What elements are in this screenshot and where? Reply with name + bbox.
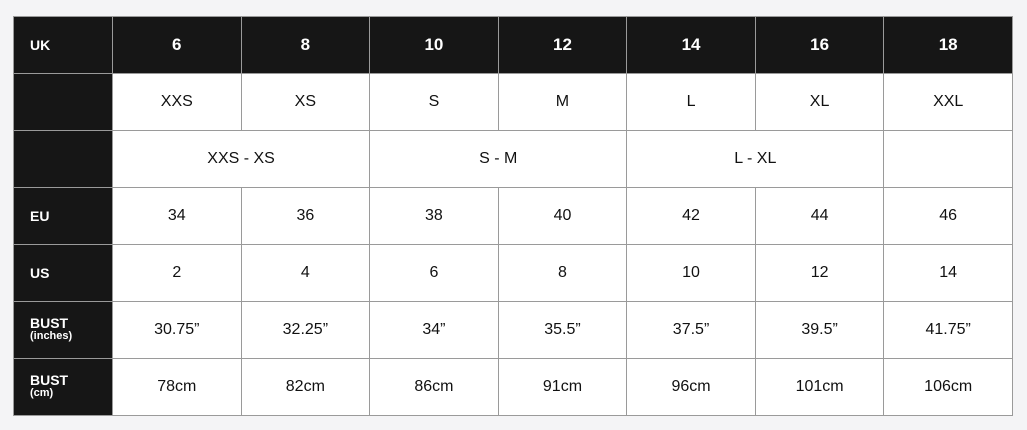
- size-heading: 18: [883, 16, 1013, 74]
- row-label: [13, 130, 113, 188]
- size-cell: 36: [240, 187, 371, 245]
- size-heading: 6: [112, 16, 242, 74]
- size-cell: L - XL: [626, 130, 885, 188]
- size-cell: 46: [883, 187, 1013, 245]
- label-text: BUST: [30, 372, 69, 388]
- size-heading: 16: [754, 16, 885, 74]
- row-label: BUST (inches): [13, 301, 113, 359]
- size-cell: 34: [112, 187, 242, 245]
- size-heading: 8: [240, 16, 371, 74]
- size-cell: 32.25”: [240, 301, 371, 359]
- size-cell: 37.5”: [626, 301, 756, 359]
- header-row: UK 6 8 10 12 14 16 18: [13, 16, 1013, 74]
- size-cell: XXS: [112, 73, 242, 131]
- size-heading: 12: [497, 16, 628, 74]
- size-cell: 82cm: [240, 358, 371, 416]
- size-cell: 41.75”: [883, 301, 1013, 359]
- size-cell: L: [626, 73, 756, 131]
- size-cell: S: [369, 73, 499, 131]
- row-label: [13, 73, 113, 131]
- label-text: US: [30, 264, 50, 281]
- size-cell: 35.5”: [497, 301, 628, 359]
- size-cell: 30.75”: [112, 301, 242, 359]
- size-table: UK 6 8 10 12 14 16 18 XXS XS S M L XL XXL XXS - XS S - M…: [13, 16, 1013, 416]
- label-sub: (inches): [30, 330, 73, 342]
- label-sub: (cm): [30, 387, 54, 399]
- size-cell: XS: [240, 73, 371, 131]
- size-cell: 78cm: [112, 358, 242, 416]
- size-cell: XL: [754, 73, 885, 131]
- size-row: BUST (cm) 78cm 82cm 86cm 91cm 96cm 101cm 106cm: [13, 358, 1013, 416]
- size-cell: 34”: [369, 301, 499, 359]
- empty-cell: [883, 130, 1013, 188]
- size-cell: 42: [626, 187, 756, 245]
- size-cell: 106cm: [883, 358, 1013, 416]
- size-cell: 4: [240, 244, 371, 302]
- size-row: US 2 4 6 8 10 12 14: [13, 244, 1013, 302]
- row-label: BUST (cm): [13, 358, 113, 416]
- label-text: EU: [30, 207, 50, 224]
- size-cell: 10: [626, 244, 756, 302]
- size-cell: 2: [112, 244, 242, 302]
- size-cell: XXS - XS: [111, 130, 371, 188]
- size-cell: 96cm: [626, 358, 756, 416]
- size-cell: 38: [369, 187, 499, 245]
- size-heading: 10: [369, 16, 499, 74]
- size-cell: M: [497, 73, 628, 131]
- size-cell: 101cm: [754, 358, 885, 416]
- row-label: UK: [13, 16, 113, 74]
- size-cell: XXL: [883, 73, 1013, 131]
- size-cell: 39.5”: [754, 301, 885, 359]
- size-cell: 40: [497, 187, 628, 245]
- row-label: US: [13, 244, 113, 302]
- size-row: EU 34 36 38 40 42 44 46: [13, 187, 1013, 245]
- size-row: XXS XS S M L XL XXL: [13, 73, 1013, 131]
- size-row: BUST (inches) 30.75” 32.25” 34” 35.5” 37.5” 39.…: [13, 301, 1013, 359]
- size-cell: 8: [497, 244, 628, 302]
- row-label: EU: [13, 187, 113, 245]
- size-cell: 44: [754, 187, 885, 245]
- size-cell: 86cm: [369, 358, 499, 416]
- size-cell: S - M: [369, 130, 628, 188]
- label-text: BUST: [30, 315, 69, 331]
- size-cell: 91cm: [497, 358, 628, 416]
- size-cell: 6: [369, 244, 499, 302]
- size-cell: 12: [754, 244, 885, 302]
- size-cell: 14: [883, 244, 1013, 302]
- size-heading: 14: [626, 16, 756, 74]
